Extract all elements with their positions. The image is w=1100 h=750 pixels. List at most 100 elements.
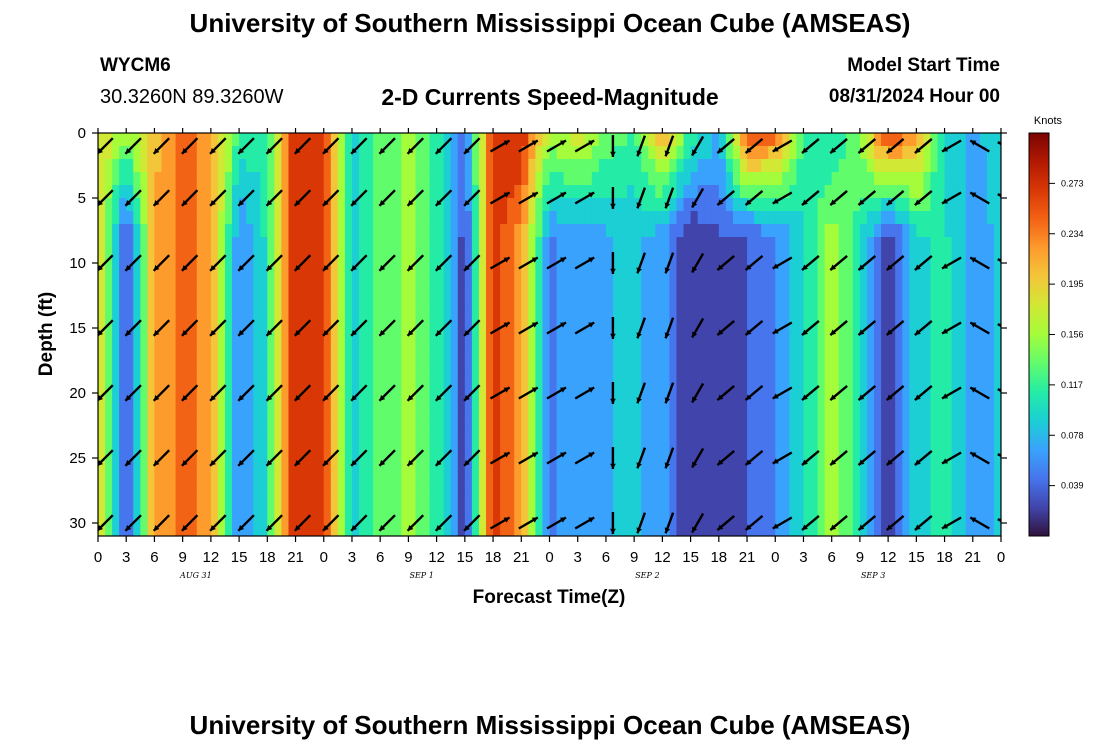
heatmap-cell [888, 445, 896, 459]
heatmap-cell [140, 224, 148, 238]
heatmap-cell [895, 315, 903, 329]
heatmap-cell [408, 471, 417, 485]
heatmap-cell [697, 341, 706, 355]
heatmap-cell [627, 406, 635, 420]
heatmap-cell [859, 172, 868, 186]
heatmap-cell [634, 510, 642, 524]
heatmap-cell [549, 458, 558, 472]
heatmap-cell [641, 341, 649, 355]
heatmap-cell [930, 276, 939, 290]
heatmap-cell [316, 367, 325, 381]
heatmap-cell [373, 315, 381, 329]
heatmap-cell [627, 263, 635, 277]
heatmap-cell [105, 367, 113, 381]
heatmap-cell [669, 497, 678, 511]
current-vector [691, 135, 705, 157]
heatmap-cell [761, 250, 769, 264]
heatmap-cell [429, 471, 438, 485]
heatmap-cell [528, 159, 536, 173]
heatmap-cell [655, 406, 663, 420]
heatmap-cell [930, 393, 939, 407]
current-vector [124, 449, 142, 467]
heatmap-cell [436, 406, 445, 420]
heatmap-cell [584, 471, 593, 485]
heatmap-cell [937, 432, 946, 446]
heatmap-cell [394, 341, 402, 355]
heatmap-cell [210, 497, 219, 511]
heatmap-cell [866, 159, 875, 173]
heatmap-cell [951, 432, 960, 446]
heatmap-cell [422, 237, 431, 251]
heatmap-cell [979, 471, 988, 485]
heatmap-cell [457, 185, 466, 199]
heatmap-cell [598, 354, 607, 368]
heatmap-cell [577, 185, 586, 199]
heatmap-cell [874, 237, 882, 251]
heatmap-cell [189, 133, 198, 147]
current-vector [885, 254, 905, 272]
heatmap-cell [514, 341, 522, 355]
heatmap-cell [747, 185, 755, 199]
heatmap-cell [373, 289, 381, 303]
heatmap-cell [281, 341, 290, 355]
heatmap-cell [923, 172, 932, 186]
heatmap-cell [570, 367, 579, 381]
heatmap-cell [669, 237, 678, 251]
heatmap-cell [704, 380, 713, 394]
heatmap-cell [634, 341, 642, 355]
heatmap-cell [718, 393, 727, 407]
heatmap-cell [224, 172, 233, 186]
heatmap-cell [401, 198, 409, 212]
heatmap-cell [443, 367, 452, 381]
heatmap-cell [584, 380, 593, 394]
heatmap-cell [323, 185, 332, 199]
heatmap-cell [189, 172, 198, 186]
heatmap-cell [852, 302, 861, 316]
heatmap-cell [302, 497, 311, 511]
heatmap-cell [916, 263, 924, 277]
heatmap-cell [662, 510, 671, 524]
heatmap-cell [366, 289, 374, 303]
heatmap-cell [577, 354, 586, 368]
heatmap-cell [563, 406, 572, 420]
heatmap-cell [98, 471, 106, 485]
heatmap-cell [923, 289, 932, 303]
heatmap-cell [972, 393, 981, 407]
heatmap-cell [570, 276, 579, 290]
heatmap-cell [570, 263, 579, 277]
heatmap-cell [874, 211, 882, 225]
heatmap-cell [253, 146, 261, 160]
heatmap-cell [824, 406, 833, 420]
heatmap-cell [761, 406, 769, 420]
heatmap-cell [246, 380, 254, 394]
heatmap-cell [182, 419, 191, 433]
heatmap-cell [521, 471, 529, 485]
heatmap-cell [690, 432, 699, 446]
heatmap-cell [337, 146, 346, 160]
heatmap-cell [493, 458, 501, 472]
heatmap-cell [337, 419, 346, 433]
heatmap-cell [119, 354, 127, 368]
heatmap-cell [359, 458, 367, 472]
heatmap-cell [923, 185, 932, 199]
heatmap-cell [549, 276, 558, 290]
heatmap-cell [210, 458, 219, 472]
heatmap-cell [344, 302, 353, 316]
heatmap-cell [754, 198, 762, 212]
heatmap-cell [203, 289, 212, 303]
heatmap-cell [817, 315, 826, 329]
heatmap-cell [196, 133, 205, 147]
heatmap-cell [838, 224, 847, 238]
heatmap-cell [330, 159, 339, 173]
heatmap-cell [979, 367, 988, 381]
heatmap-cell [605, 445, 614, 459]
heatmap-cell [598, 276, 607, 290]
heatmap-cell [958, 367, 967, 381]
heatmap-cell [471, 198, 480, 212]
heatmap-cell [697, 367, 706, 381]
heatmap-cell [549, 510, 558, 524]
heatmap-cell [486, 484, 494, 498]
heatmap-cell [366, 185, 374, 199]
heatmap-cell [316, 523, 325, 536]
current-vector [265, 137, 283, 155]
